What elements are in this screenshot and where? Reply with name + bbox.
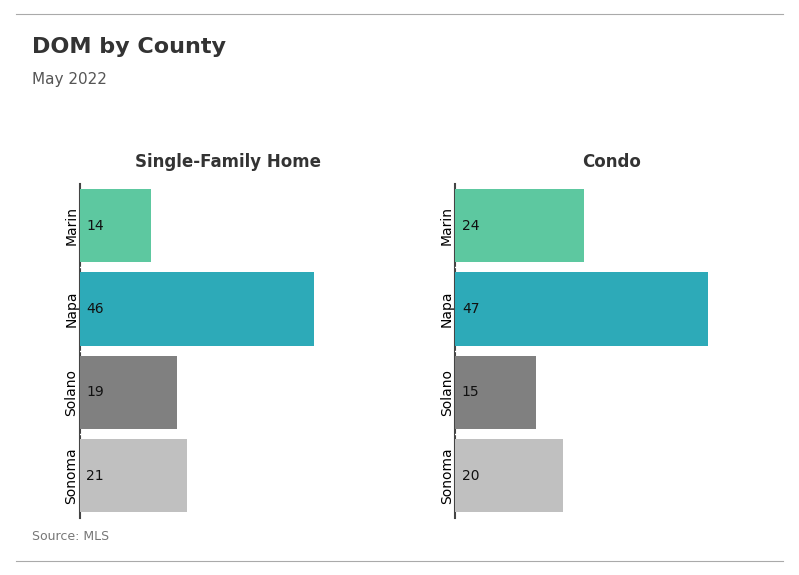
Text: Source: MLS: Source: MLS [32,530,109,543]
Text: 47: 47 [462,302,479,316]
Text: DOM by County: DOM by County [32,37,226,58]
Title: Single-Family Home: Single-Family Home [135,154,320,171]
Text: 21: 21 [86,469,104,483]
Bar [80,356,177,429]
Text: 15: 15 [462,385,479,400]
Bar [80,273,314,346]
Bar [455,356,536,429]
Text: 24: 24 [462,218,479,233]
Bar [455,273,708,346]
Bar [455,189,584,262]
Text: 19: 19 [86,385,104,400]
Title: Condo: Condo [582,154,641,171]
Text: 14: 14 [86,218,104,233]
Text: 20: 20 [462,469,479,483]
Text: 46: 46 [86,302,104,316]
Bar [455,439,562,512]
Bar [80,189,151,262]
Text: May 2022: May 2022 [32,72,107,87]
Bar [80,439,187,512]
